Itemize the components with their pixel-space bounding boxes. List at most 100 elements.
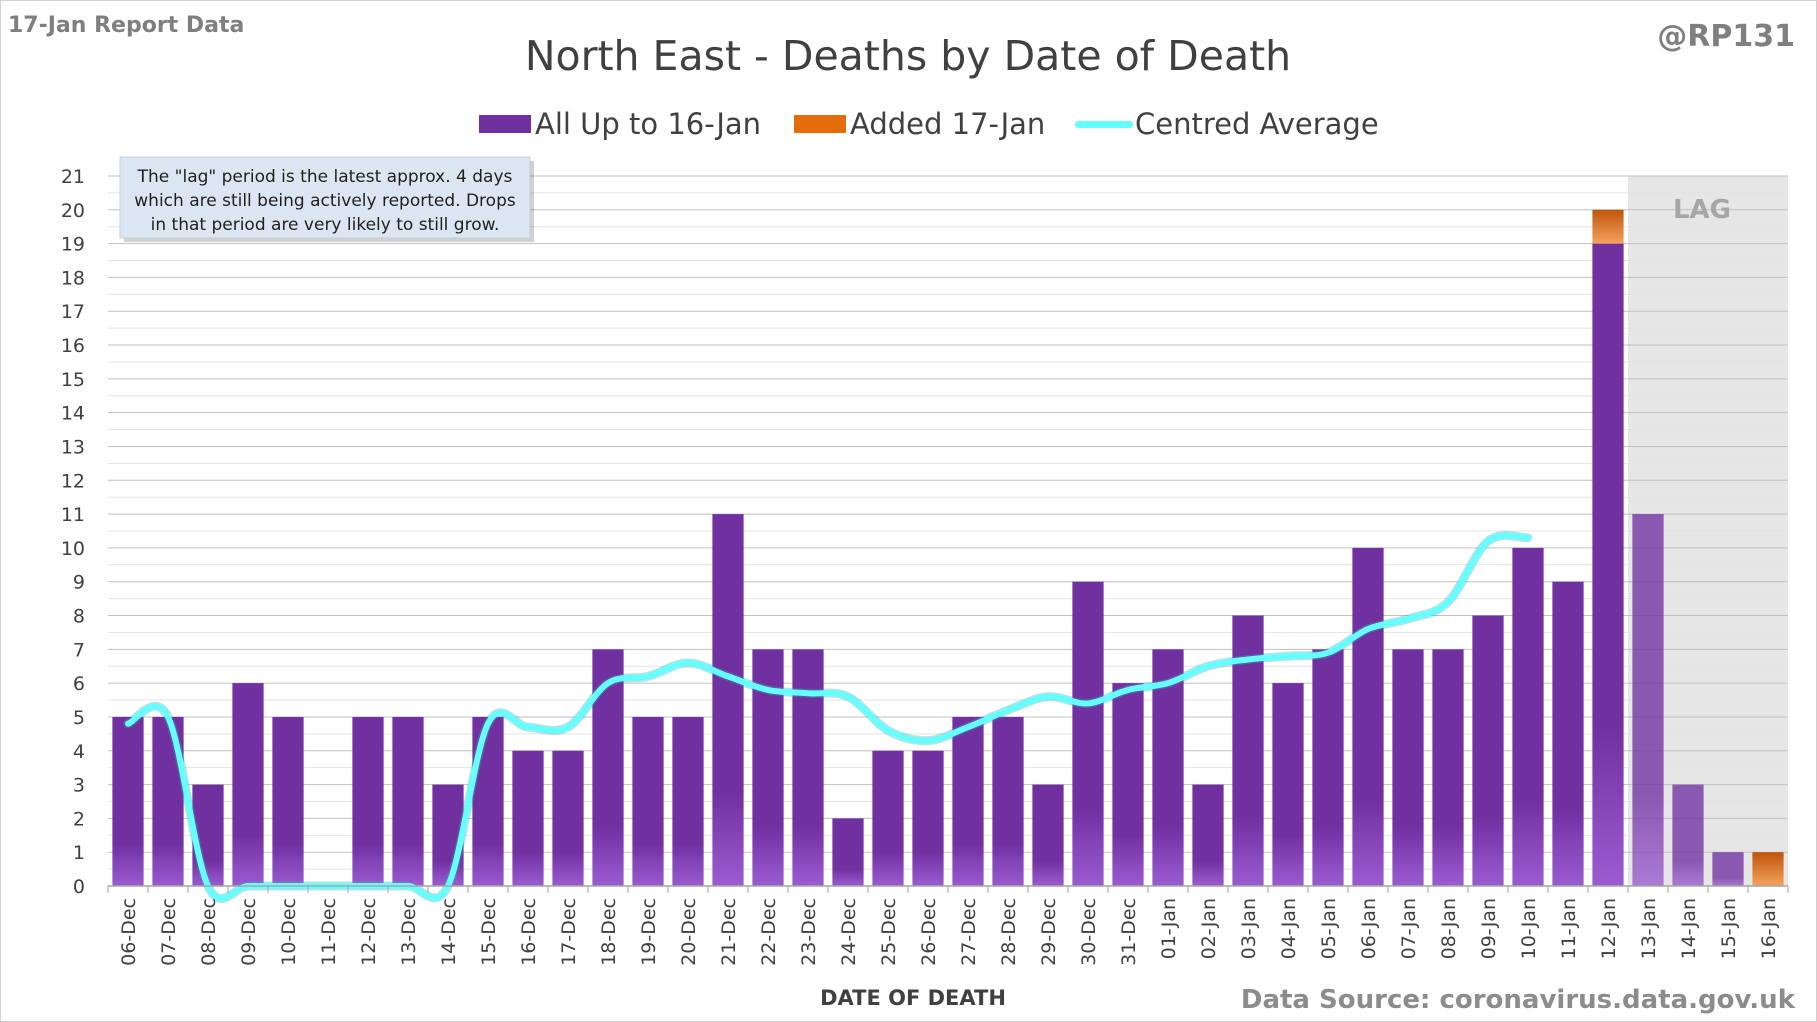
x-tick-label-07-jan: 07-Jan [1398, 898, 1420, 959]
x-tick-label-29-dec: 29-Dec [1038, 898, 1060, 966]
bar-10-jan [1512, 547, 1544, 886]
y-tick-label-1: 1 [73, 842, 85, 864]
author-handle: @RP131 [1657, 19, 1795, 54]
bar-08-jan [1432, 649, 1464, 886]
x-tick-label-11-dec: 11-Dec [318, 898, 340, 966]
x-tick-label-05-jan: 05-Jan [1318, 898, 1340, 959]
x-tick-label-11-jan: 11-Jan [1558, 898, 1580, 959]
x-tick-label-06-jan: 06-Jan [1358, 898, 1380, 959]
bar-20-dec [672, 716, 704, 886]
x-tick-label-28-dec: 28-Dec [998, 898, 1020, 966]
x-tick-label-14-jan: 14-Jan [1678, 898, 1700, 959]
y-tick-label-4: 4 [73, 741, 85, 763]
x-tick-label-24-dec: 24-Dec [838, 898, 860, 966]
bar-06-jan [1352, 547, 1384, 886]
bar-25-dec [872, 750, 904, 886]
x-tick-label-08-jan: 08-Jan [1438, 898, 1460, 959]
x-axis-title: DATE OF DEATH [820, 986, 1006, 1010]
x-tick-label-15-jan: 15-Jan [1718, 898, 1740, 959]
x-tick-label-21-dec: 21-Dec [718, 898, 740, 966]
bar-26-dec [912, 750, 944, 886]
y-tick-label-17: 17 [61, 301, 85, 323]
legend: All Up to 16-Jan Added 17-Jan Centred Av… [479, 107, 1379, 141]
bar-30-dec [1072, 581, 1104, 886]
x-tick-label-12-jan: 12-Jan [1598, 898, 1620, 959]
bar-07-jan [1392, 649, 1424, 886]
y-tick-label-15: 15 [61, 369, 85, 391]
y-tick-label-16: 16 [61, 335, 85, 357]
bar-16-dec [512, 750, 544, 886]
y-tick-label-21: 21 [61, 166, 85, 188]
x-tick-label-17-dec: 17-Dec [558, 898, 580, 966]
y-tick-label-19: 19 [61, 234, 85, 256]
x-tick-label-04-jan: 04-Jan [1278, 898, 1300, 959]
legend-label-all-up-to: All Up to 16-Jan [535, 107, 761, 141]
x-tick-label-10-dec: 10-Dec [278, 898, 300, 966]
bar-11-jan [1552, 581, 1584, 886]
x-tick-label-23-dec: 23-Dec [798, 898, 820, 966]
bar-06-dec [112, 716, 144, 886]
legend-label-average: Centred Average [1135, 107, 1379, 141]
x-axis-ticks: 06-Dec 07-Dec 08-Dec 09-Dec 10-Dec 11-Dec 12-D… [118, 898, 1780, 966]
x-tick-label-27-dec: 27-Dec [958, 898, 980, 966]
lag-note-box: The "lag" period is the latest approx. 4… [119, 156, 534, 242]
x-tick-label-10-jan: 10-Jan [1518, 898, 1540, 959]
x-tick-label-16-jan: 16-Jan [1758, 898, 1780, 959]
x-axis [107, 885, 1789, 893]
bars [112, 209, 1784, 887]
x-tick-label-08-dec: 08-Dec [198, 898, 220, 966]
legend-swatch-all-up-to [479, 115, 531, 133]
x-tick-label-09-jan: 09-Jan [1478, 898, 1500, 959]
x-tick-label-30-dec: 30-Dec [1078, 898, 1100, 966]
y-tick-label-12: 12 [61, 470, 85, 492]
bar-09-jan [1472, 615, 1504, 886]
x-tick-label-18-dec: 18-Dec [598, 898, 620, 966]
chart-title: North East - Deaths by Date of Death [525, 32, 1291, 80]
data-source-label: Data Source: coronavirus.data.gov.uk [1241, 985, 1796, 1015]
bar-27-dec [952, 716, 984, 886]
y-tick-label-10: 10 [61, 538, 85, 560]
x-tick-label-13-jan: 13-Jan [1638, 898, 1660, 959]
legend-label-added: Added 17-Jan [850, 107, 1045, 141]
y-tick-label-9: 9 [73, 572, 85, 594]
legend-swatch-added [794, 115, 846, 133]
added-bar-16-jan [1752, 852, 1784, 886]
x-tick-label-06-dec: 06-Dec [118, 898, 140, 966]
x-tick-label-02-jan: 02-Jan [1198, 898, 1220, 959]
x-tick-label-20-dec: 20-Dec [678, 898, 700, 966]
y-tick-label-0: 0 [73, 876, 85, 898]
x-tick-label-25-dec: 25-Dec [878, 898, 900, 966]
bar-28-dec [992, 716, 1024, 886]
x-tick-label-26-dec: 26-Dec [918, 898, 940, 966]
x-tick-label-16-dec: 16-Dec [518, 898, 540, 966]
y-tick-label-18: 18 [61, 267, 85, 289]
y-tick-label-14: 14 [61, 403, 85, 425]
note-background [119, 156, 531, 239]
bar-14-jan [1672, 784, 1704, 886]
x-tick-label-15-dec: 15-Dec [478, 898, 500, 966]
y-tick-label-7: 7 [73, 639, 85, 661]
bar-31-dec [1112, 683, 1144, 886]
bar-21-dec [712, 514, 744, 886]
bar-10-dec [272, 716, 304, 886]
bar-24-dec [832, 818, 864, 886]
y-tick-label-6: 6 [73, 673, 85, 695]
bar-23-dec [792, 649, 824, 886]
x-tick-label-14-dec: 14-Dec [438, 898, 460, 966]
y-tick-label-8: 8 [73, 606, 85, 628]
y-tick-label-20: 20 [61, 200, 85, 222]
bar-15-dec [472, 716, 504, 886]
x-tick-label-07-dec: 07-Dec [158, 898, 180, 966]
x-tick-label-01-jan: 01-Jan [1158, 898, 1180, 959]
note-line-3: in that period are very likely to still … [151, 215, 500, 235]
bar-04-jan [1272, 683, 1304, 886]
bar-05-jan [1312, 649, 1344, 886]
y-tick-label-2: 2 [73, 808, 85, 830]
x-tick-label-31-dec: 31-Dec [1118, 898, 1140, 966]
bar-29-dec [1032, 784, 1064, 886]
y-tick-label-13: 13 [61, 436, 85, 458]
y-tick-label-11: 11 [61, 504, 85, 526]
bar-19-dec [632, 716, 664, 886]
